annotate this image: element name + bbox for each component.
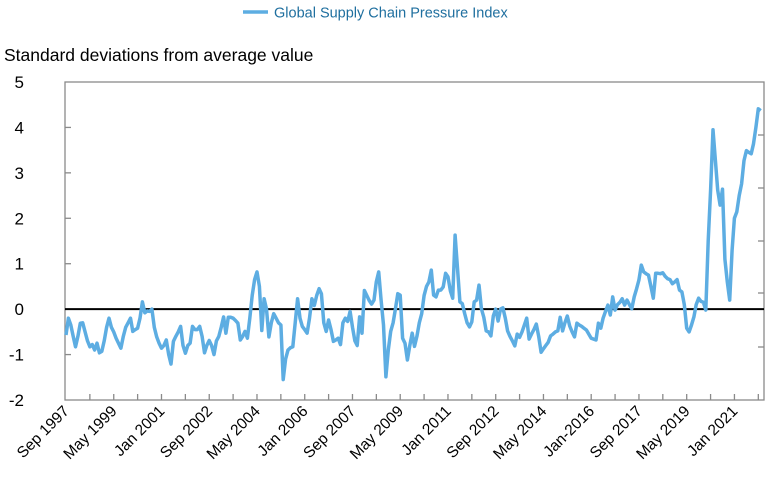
x-tick-label: Jan 2021 [684,403,741,460]
y-tick-label: -2 [9,391,24,410]
series-line-gscpi [64,107,762,382]
y-tick-label: 2 [15,209,24,228]
y-tick-label: 3 [15,164,24,183]
y-axis: 5 4 3 2 1 0 -1 -2 [9,73,71,410]
y-axis-title: Standard deviations from average value [4,45,313,65]
y-tick-label: -1 [9,346,24,365]
right-axis-ticks [758,134,764,348]
y-tick-label: 0 [15,300,24,319]
y-tick-label: 5 [15,73,24,92]
y-tick-label: 1 [15,255,24,274]
legend: Global Supply Chain Pressure Index [243,6,508,22]
legend-label: Global Supply Chain Pressure Index [274,6,508,22]
y-tick-label: 4 [15,118,24,137]
